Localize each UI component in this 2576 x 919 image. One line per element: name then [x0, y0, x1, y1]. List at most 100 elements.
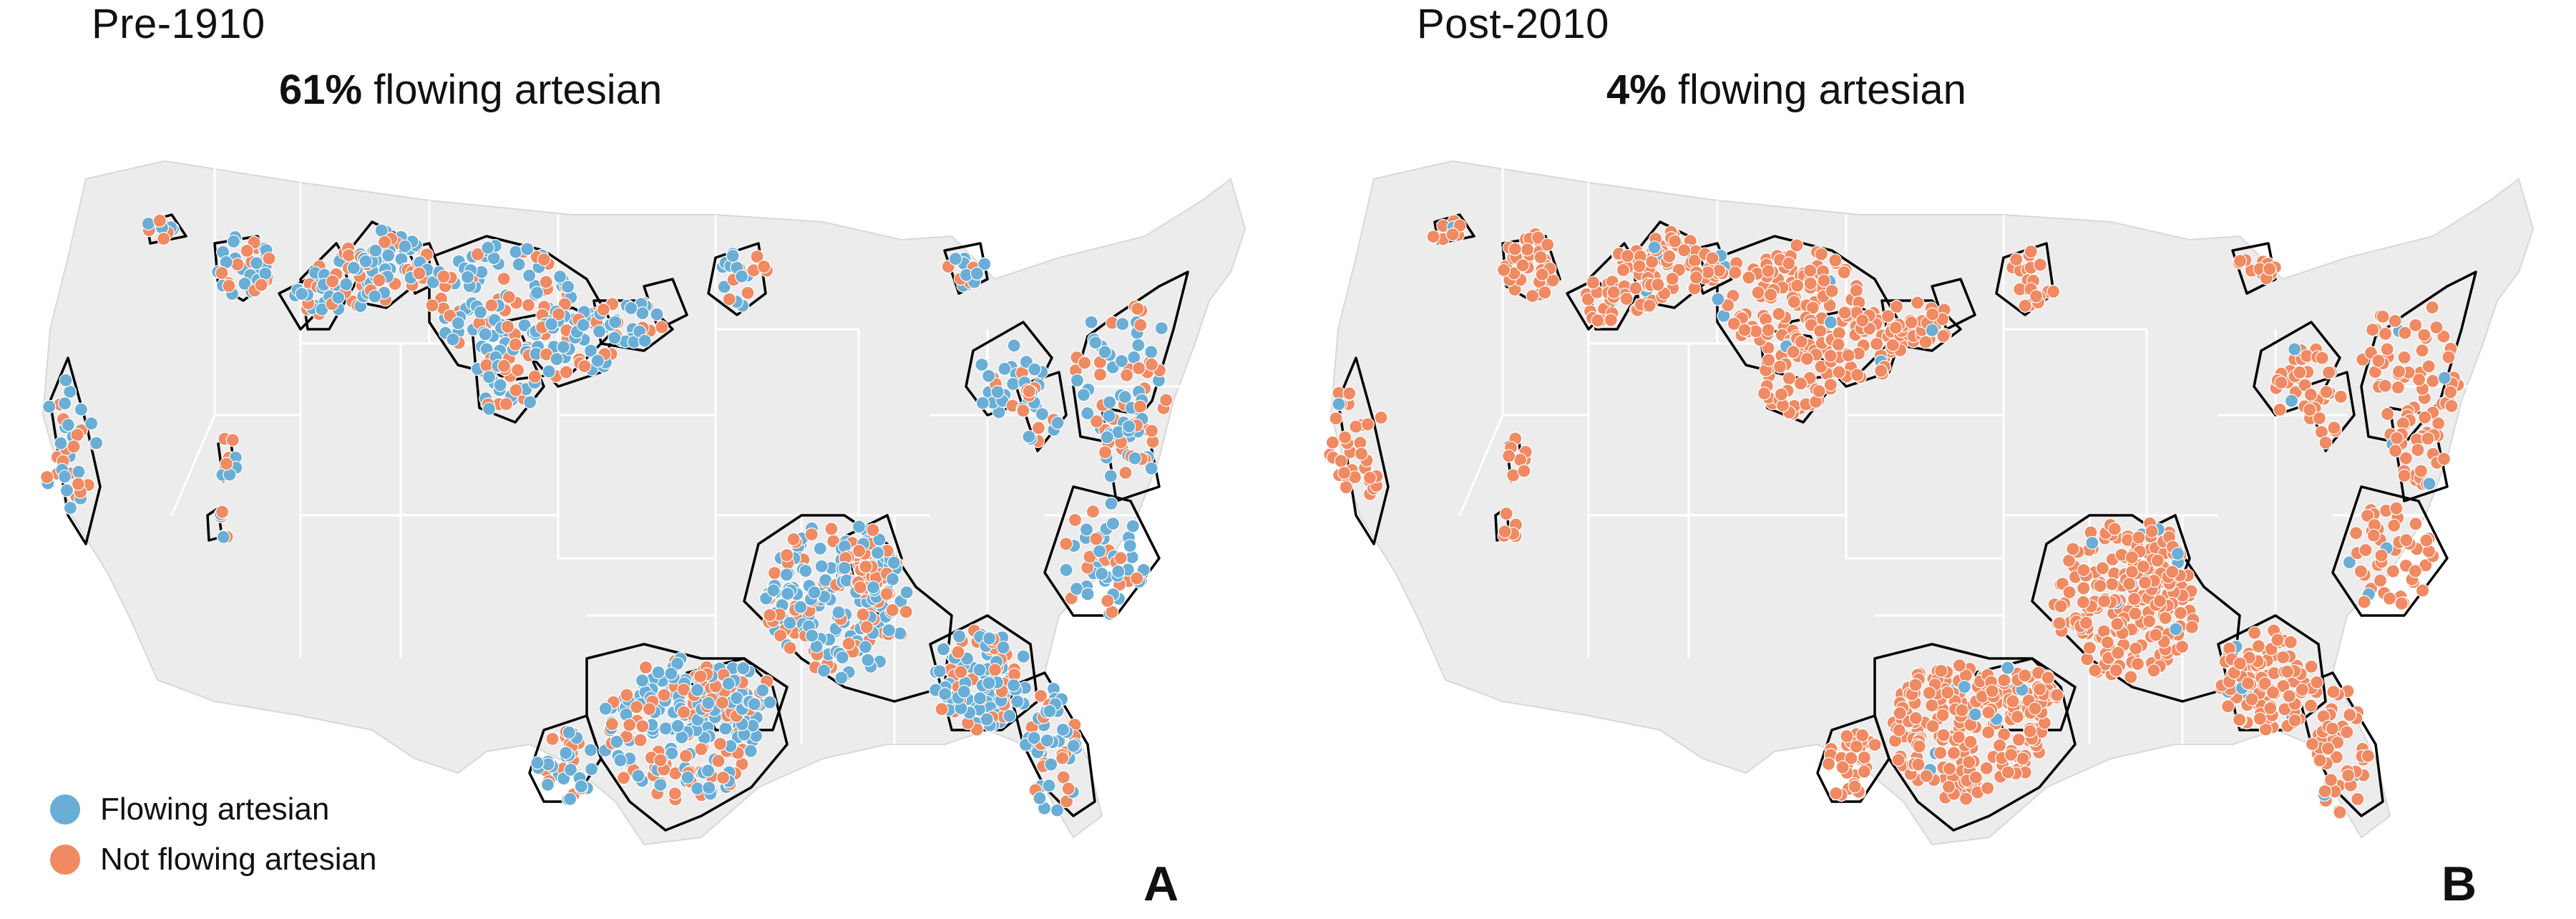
well-not-flowing: [1904, 315, 1918, 329]
well-not-flowing: [2310, 675, 2324, 690]
well-not-flowing: [537, 252, 551, 267]
well-flowing: [493, 378, 507, 392]
well-not-flowing: [1360, 417, 1375, 432]
well-not-flowing: [633, 733, 648, 747]
well-not-flowing: [1951, 730, 1966, 744]
well-flowing: [592, 324, 607, 339]
well-not-flowing: [2016, 752, 2030, 766]
well-not-flowing: [1055, 751, 1070, 765]
well-not-flowing: [1374, 410, 1388, 424]
well-not-flowing: [2132, 530, 2146, 545]
well-not-flowing: [2124, 670, 2138, 684]
well-not-flowing: [1812, 384, 1826, 399]
well-flowing: [1114, 354, 1129, 369]
well-flowing: [446, 332, 460, 346]
well-not-flowing: [657, 688, 671, 702]
panel-era-label: Pre-1910: [92, 1, 265, 47]
well-not-flowing: [2389, 501, 2404, 515]
well-not-flowing: [2319, 385, 2333, 399]
well-not-flowing: [1022, 384, 1036, 399]
well-not-flowing: [2232, 712, 2247, 727]
well-not-flowing: [1926, 719, 1940, 734]
well-flowing: [540, 777, 555, 792]
well-not-flowing: [2382, 591, 2397, 606]
well-flowing: [346, 261, 361, 275]
well-flowing: [957, 684, 971, 699]
well-not-flowing: [623, 718, 637, 732]
well-not-flowing: [1849, 739, 1864, 754]
well-flowing: [59, 373, 73, 387]
well-not-flowing: [1821, 757, 1836, 771]
well-not-flowing: [412, 266, 426, 281]
well-not-flowing: [2079, 616, 2094, 630]
well-not-flowing: [1981, 781, 1995, 795]
well-not-flowing: [1841, 349, 1855, 363]
well-not-flowing: [2357, 595, 2371, 609]
well-flowing: [1098, 345, 1112, 359]
well-not-flowing: [2378, 379, 2392, 393]
well-flowing: [1092, 544, 1107, 558]
well-not-flowing: [1981, 705, 1996, 720]
well-not-flowing: [1445, 228, 1460, 242]
aquifer-outline: [49, 356, 102, 545]
well-flowing: [1050, 416, 1065, 430]
well-not-flowing: [2110, 617, 2124, 631]
well-not-flowing: [2018, 298, 2032, 313]
well-not-flowing: [1761, 323, 1775, 337]
well-not-flowing: [2303, 699, 2318, 713]
well-not-flowing: [1538, 286, 1552, 300]
well-not-flowing: [716, 770, 731, 785]
well-not-flowing: [1342, 386, 1357, 401]
well-not-flowing: [1831, 337, 1845, 351]
well-flowing: [835, 650, 849, 665]
well-not-flowing: [757, 259, 771, 274]
well-not-flowing: [1033, 689, 1048, 704]
well-not-flowing: [2411, 372, 2426, 386]
well-not-flowing: [1952, 658, 1967, 673]
well-not-flowing: [1786, 345, 1800, 359]
well-not-flowing: [1880, 309, 1896, 324]
well-not-flowing: [254, 278, 268, 292]
not-flowing-dot-icon: [49, 843, 82, 876]
well-not-flowing: [1337, 466, 1352, 480]
well-not-flowing: [2326, 685, 2341, 699]
well-flowing: [369, 243, 383, 258]
well-not-flowing: [2417, 328, 2431, 342]
well-not-flowing: [2276, 650, 2290, 665]
well-not-flowing: [1849, 283, 1863, 298]
well-not-flowing: [2263, 701, 2278, 716]
well-not-flowing: [2415, 344, 2429, 358]
well-not-flowing: [596, 302, 610, 317]
well-flowing: [970, 266, 985, 281]
well-flowing: [562, 725, 576, 740]
well-not-flowing: [1499, 507, 1513, 521]
well-not-flowing: [2313, 753, 2327, 768]
well-flowing: [1027, 731, 1041, 745]
well-not-flowing: [1591, 313, 1605, 328]
well-not-flowing: [262, 251, 276, 266]
well-not-flowing: [774, 628, 788, 643]
well-flowing: [550, 352, 564, 366]
well-not-flowing: [1828, 253, 1843, 268]
well-not-flowing: [1133, 399, 1147, 414]
well-not-flowing: [497, 359, 512, 373]
well-not-flowing: [1016, 404, 1030, 418]
well-flowing: [610, 734, 624, 749]
well-not-flowing: [1911, 757, 1926, 772]
well-not-flowing: [804, 527, 819, 542]
well-not-flowing: [2127, 592, 2142, 606]
flowing-dot-icon: [49, 793, 82, 826]
well-not-flowing: [2415, 583, 2430, 598]
well-not-flowing: [1829, 786, 1843, 801]
well-flowing: [675, 730, 689, 744]
aquifer-outline: [2217, 614, 2327, 731]
well-not-flowing: [2361, 749, 2376, 763]
well-flowing: [89, 436, 104, 450]
well-not-flowing: [1144, 357, 1159, 371]
panel-b: Post-2010 4% flowing artesian B: [1288, 0, 2576, 919]
well-not-flowing: [1874, 364, 1888, 378]
well-flowing: [1043, 704, 1057, 719]
well-not-flowing: [1651, 278, 1665, 292]
well-not-flowing: [1837, 265, 1851, 280]
well-flowing: [1154, 321, 1169, 336]
